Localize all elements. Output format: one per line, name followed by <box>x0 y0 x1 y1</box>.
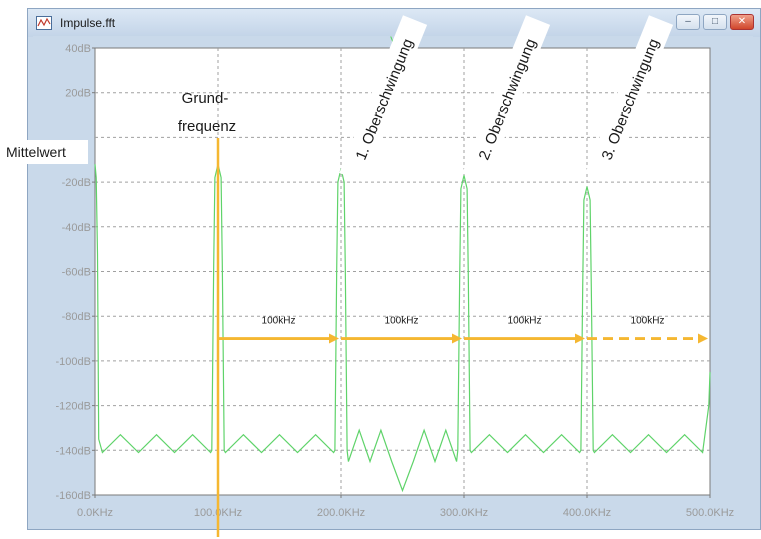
harmonic-label-band <box>339 15 428 183</box>
minimize-button[interactable]: – <box>676 14 700 30</box>
x-tick-label: 400.0KHz <box>563 507 611 519</box>
window-title: Impulse.fft <box>60 16 116 30</box>
y-tick-label: -160dB <box>56 490 91 502</box>
x-tick-label: 300.0KHz <box>440 507 488 519</box>
spacing-label: 100kHz <box>385 316 419 327</box>
spacing-arrowhead <box>575 333 585 344</box>
fundamental-label-line1: Grund- <box>182 90 229 107</box>
waveform-app-icon <box>36 16 52 30</box>
window-titlebar[interactable]: Impulse.fft – □ ✕ <box>28 9 760 37</box>
x-tick-label: 200.0KHz <box>317 507 365 519</box>
x-tick-label: 0.0KHz <box>77 507 113 519</box>
harmonic-label-band <box>462 15 551 183</box>
close-button[interactable]: ✕ <box>730 14 754 30</box>
maximize-button[interactable]: □ <box>703 14 727 30</box>
fundamental-label-line2: frequenz <box>178 118 236 135</box>
spacing-arrowhead <box>452 333 462 344</box>
dc-label-box <box>2 140 88 164</box>
spacing-arrowhead <box>329 333 339 344</box>
y-tick-label: -20dB <box>62 177 91 189</box>
y-tick-label: -80dB <box>62 311 91 323</box>
x-tick-label: 500.0KHz <box>686 507 734 519</box>
y-tick-label: -120dB <box>56 401 91 413</box>
y-tick-label: 40dB <box>65 43 91 55</box>
y-tick-label: -140dB <box>56 445 91 457</box>
spacing-label: 100kHz <box>508 316 542 327</box>
y-tick-label: -60dB <box>62 267 91 279</box>
y-tick-label: -100dB <box>56 356 91 368</box>
spectrum-trace <box>94 164 711 493</box>
spacing-label: 100kHz <box>631 316 665 327</box>
harmonic-label-band <box>585 15 674 183</box>
y-tick-label: 20dB <box>65 88 91 100</box>
spacing-arrowhead <box>698 333 708 344</box>
y-tick-label: -40dB <box>62 222 91 234</box>
dc-label: Mittelwert <box>6 144 66 160</box>
spacing-label: 100kHz <box>262 316 296 327</box>
